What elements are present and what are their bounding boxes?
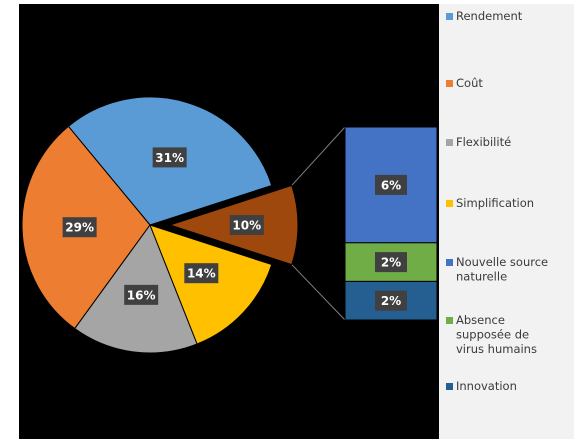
- legend-swatch-rendement: [446, 13, 453, 20]
- legend-item-flexibilite: Flexibilité: [446, 135, 511, 149]
- data-label-rendement: 31%: [155, 151, 184, 165]
- legend: Rendement Coût Flexibilité Simplification No…: [446, 9, 548, 393]
- legend-label-rendement: Rendement: [456, 9, 523, 23]
- legend-label-simplification: Simplification: [456, 196, 534, 210]
- data-label-cout: 29%: [65, 221, 94, 235]
- legend-item-simplification: Simplification: [446, 196, 534, 210]
- data-labels: 31% 29% 16% 14% 10% 6% 2% 2%: [62, 147, 407, 311]
- legend-label-cout: Coût: [456, 76, 483, 90]
- legend-item-innovation: Innovation: [446, 379, 517, 393]
- data-label-absence-supposee-de-virus-humains: 2%: [381, 256, 401, 270]
- legend-label-nouvelle-source-naturelle: naturelle: [456, 270, 507, 284]
- legend-swatch-innovation: [446, 383, 453, 390]
- data-label-box-cout: [62, 217, 97, 238]
- data-label-innovation: 2%: [381, 294, 401, 308]
- data-label-box-rendement: [152, 147, 187, 168]
- legend-swatch-flexibilite: [446, 139, 453, 146]
- data-label-box-innovation: [375, 290, 407, 311]
- data-label-nouvelle-source-naturelle: 6%: [381, 178, 401, 192]
- connector-line-bottom: [291, 264, 346, 321]
- legend-label-absence-supposee-de-virus-humains: supposée de: [456, 328, 529, 342]
- data-label-box-autre: [229, 215, 264, 235]
- pie-slice-simplification: [149, 224, 273, 345]
- data-label-box-nouvelle-source-naturelle: [375, 174, 407, 195]
- legend-item-rendement: Rendement: [446, 9, 523, 23]
- legend-label-absence-supposee-de-virus-humains: virus humains: [456, 342, 537, 356]
- legend-swatch-simplification: [446, 200, 453, 207]
- legend-swatch-absence-supposee-de-virus-humains: [446, 317, 453, 324]
- legend-label-flexibilite: Flexibilité: [456, 135, 511, 149]
- data-label-autre: 10%: [232, 219, 261, 233]
- data-label-flexibilite: 16%: [127, 288, 156, 302]
- data-label-box-flexibilite: [124, 284, 159, 305]
- legend-item-cout: Coût: [446, 76, 483, 90]
- connector-line-top: [291, 126, 346, 186]
- legend-label-innovation: Innovation: [456, 379, 517, 393]
- breakout-bar: [344, 126, 438, 321]
- legend-background: [439, 4, 574, 439]
- connector-lines: [291, 126, 346, 321]
- legend-swatch-nouvelle-source-naturelle: [446, 259, 453, 266]
- legend-label-absence-supposee-de-virus-humains: Absence: [456, 313, 505, 327]
- legend-label-nouvelle-source-naturelle: Nouvelle source: [456, 255, 548, 269]
- data-label-simplification: 14%: [187, 267, 216, 281]
- data-label-box-absence-supposee-de-virus-humains: [375, 252, 407, 273]
- legend-swatch-cout: [446, 80, 453, 87]
- data-label-box-simplification: [184, 263, 219, 284]
